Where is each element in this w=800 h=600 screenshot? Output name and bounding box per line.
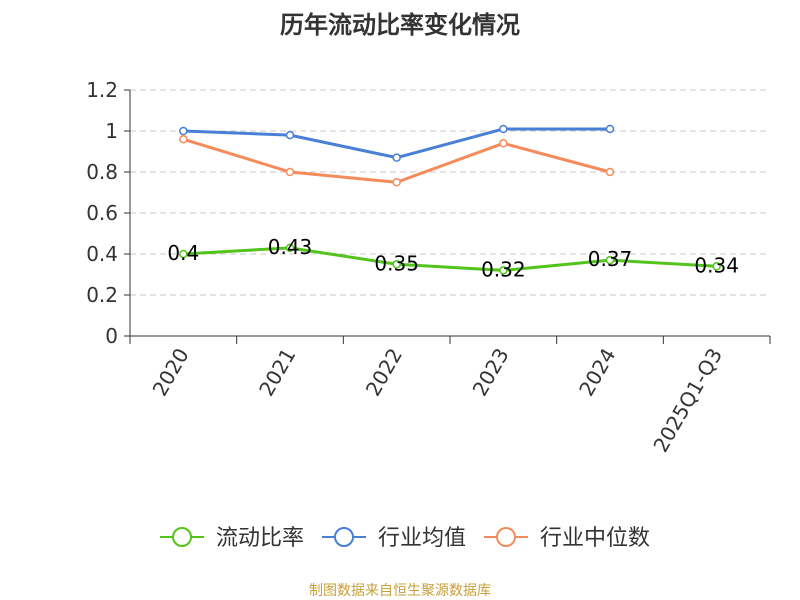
legend-item-1[interactable]: 行业均值 [322,526,466,551]
data-label: 0.34 [694,253,739,277]
legend-label: 行业均值 [378,526,466,551]
y-tick-label: 1 [105,119,118,143]
data-point [499,266,508,275]
data-point [605,167,615,177]
data-point [179,249,188,259]
data-point [392,260,401,269]
data-point [499,124,508,134]
legend-marker [334,527,354,547]
data-label: 0.4 [167,241,199,265]
data-point [392,153,401,162]
legend-item-0[interactable]: 流动比率 [160,526,304,551]
chart-title: 历年流动比率变化情况 [280,11,520,39]
data-point [285,167,295,177]
grid-lines [130,89,770,296]
data-label: 0.35 [374,251,419,275]
data-label: 0.43 [268,235,313,259]
data-label: 0.32 [481,257,526,281]
x-tick-label: 2024 [574,344,620,400]
x-tick-label: 2025Q1-Q3 [648,344,727,456]
y-tick-label: 0 [105,324,118,348]
legend[interactable]: 流动比率 行业均值 行业中位数 [160,526,650,551]
source-footer: 制图数据来自恒生聚源数据库 [309,583,491,599]
y-tick-label: 0.8 [86,160,118,184]
y-tick-label: 0.6 [86,201,118,225]
data-point [392,178,401,187]
legend-marker [172,527,192,547]
data-labels: 0.4 0.43 0.35 0.32 0.37 0.34 [167,235,739,282]
data-point [285,243,295,253]
series-line-0 [183,246,717,272]
data-point [605,255,615,265]
data-point [179,126,188,136]
x-tick-label: 2022 [361,344,407,400]
legend-label: 行业中位数 [540,526,650,551]
y-tick-label: 1.2 [86,78,118,102]
legend-label: 流动比率 [216,526,304,551]
data-point [712,262,721,271]
data-point [499,139,508,148]
x-axis-ticks: 2020 2021 2022 2023 2024 2025Q1-Q3 [129,336,771,456]
x-tick-label: 2020 [147,344,193,400]
y-axis-ticks: 0 0.2 0.4 0.6 0.8 1 1.2 [86,78,130,348]
y-tick-label: 0.4 [86,242,118,266]
x-tick-label: 2021 [254,344,300,400]
x-tick-label: 2023 [467,344,513,400]
data-point [605,124,615,134]
y-tick-label: 0.2 [86,283,118,307]
series-group [179,124,721,275]
data-label: 0.37 [588,247,633,271]
legend-item-2[interactable]: 行业中位数 [484,526,650,551]
data-point [179,134,188,144]
data-point [285,130,295,140]
legend-marker [496,527,516,547]
